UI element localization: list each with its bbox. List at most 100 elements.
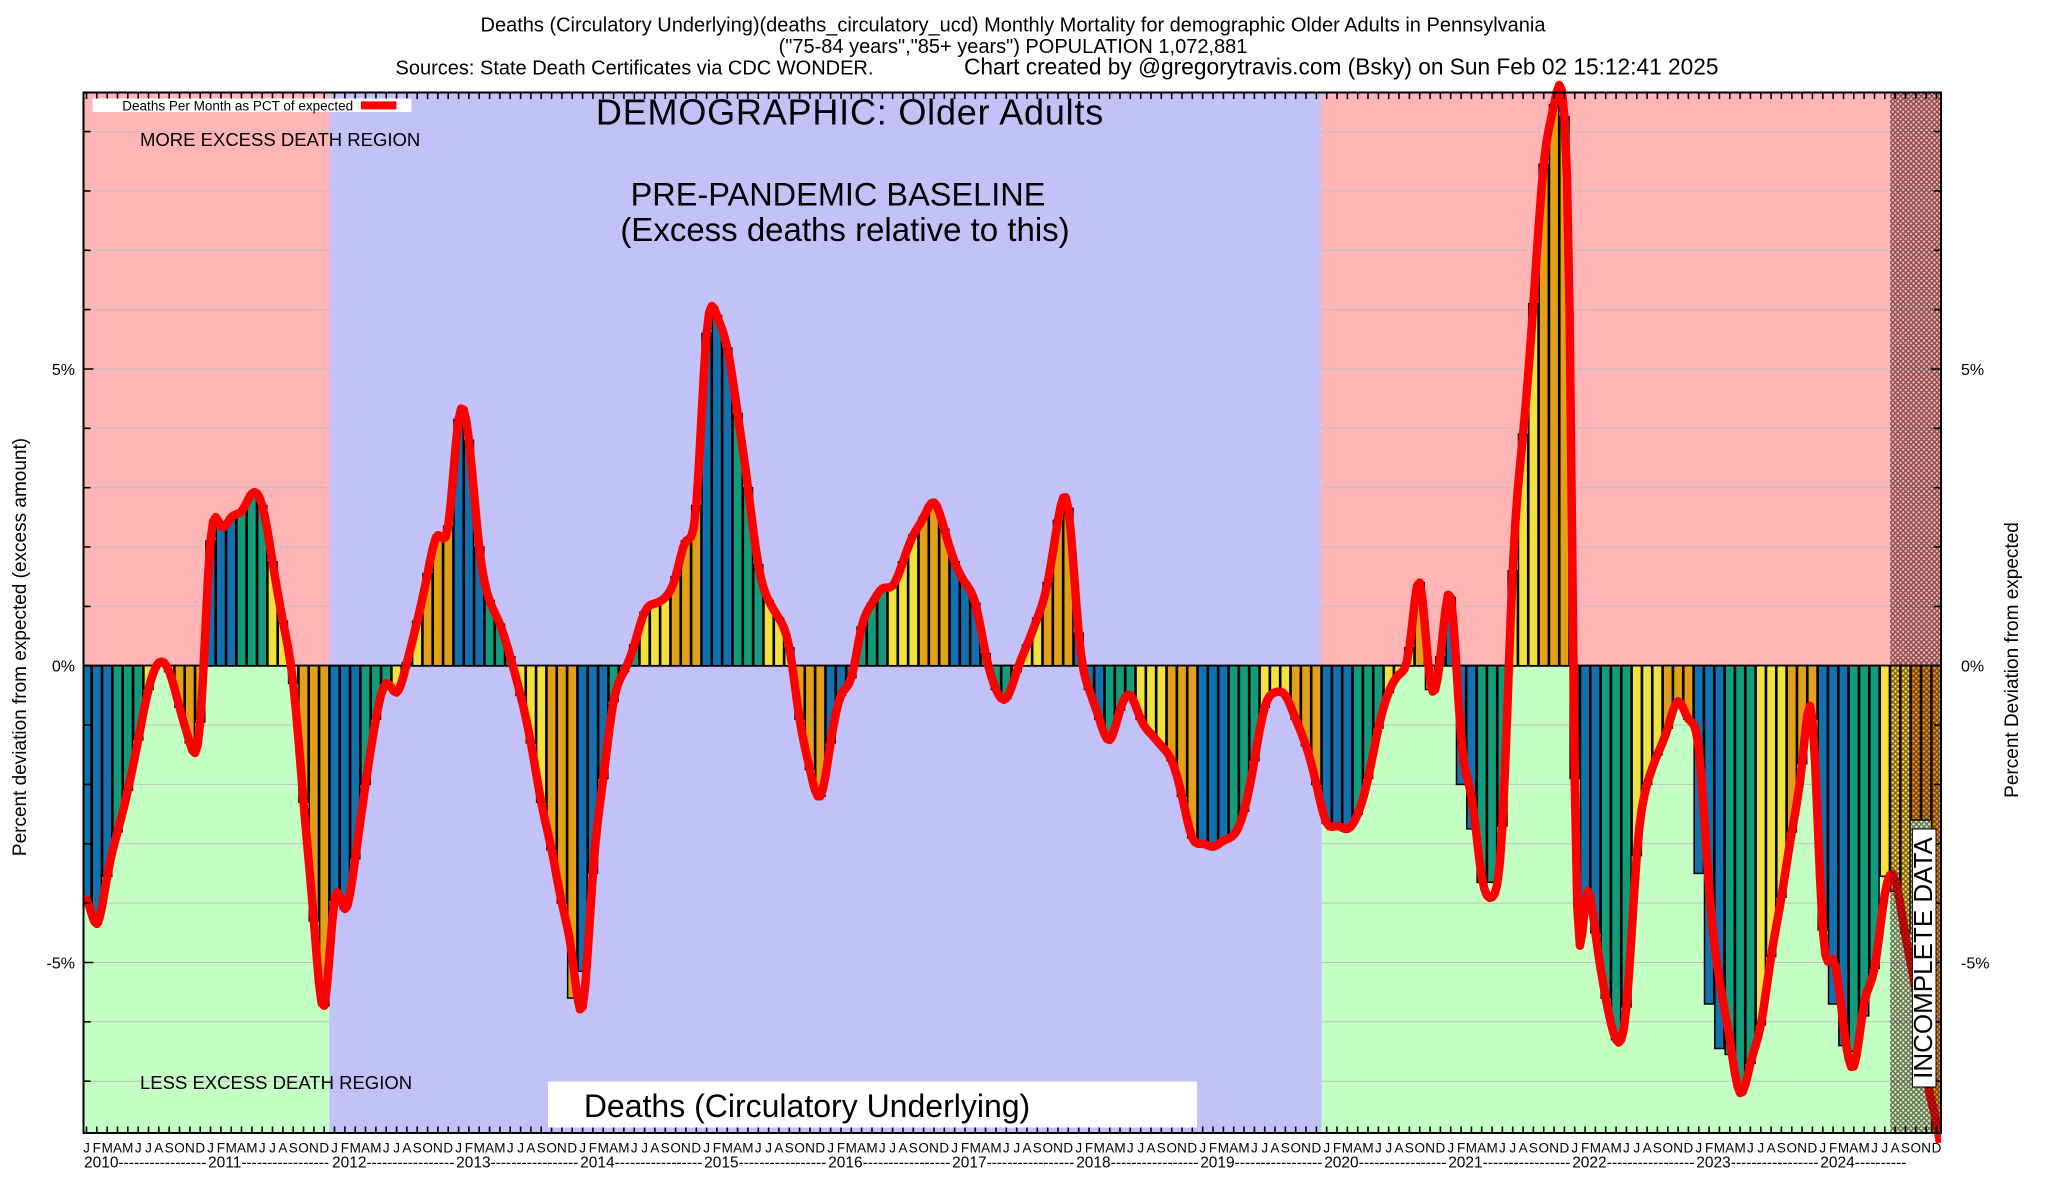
svg-text:D: D bbox=[443, 1141, 453, 1156]
svg-text:J: J bbox=[1881, 1141, 1888, 1156]
svg-text:J: J bbox=[1447, 1141, 1454, 1156]
svg-text:2020-----------------: 2020----------------- bbox=[1324, 1155, 1446, 1172]
svg-text:2023-----------------: 2023----------------- bbox=[1696, 1155, 1818, 1172]
svg-text:A: A bbox=[774, 1141, 783, 1156]
svg-text:A: A bbox=[1229, 1141, 1238, 1156]
svg-text:N: N bbox=[1921, 1141, 1931, 1156]
svg-text:S: S bbox=[1901, 1141, 1910, 1156]
svg-text:S: S bbox=[1033, 1141, 1042, 1156]
svg-text:O: O bbox=[546, 1141, 557, 1156]
svg-text:A: A bbox=[402, 1141, 411, 1156]
svg-text:D: D bbox=[1187, 1141, 1197, 1156]
svg-text:J: J bbox=[641, 1141, 648, 1156]
svg-text:O: O bbox=[1290, 1141, 1301, 1156]
svg-text:A: A bbox=[1477, 1141, 1486, 1156]
svg-text:D: D bbox=[691, 1141, 701, 1156]
svg-text:S: S bbox=[1157, 1141, 1166, 1156]
svg-text:D: D bbox=[567, 1141, 577, 1156]
svg-text:A: A bbox=[1767, 1141, 1776, 1156]
svg-text:M: M bbox=[866, 1141, 877, 1156]
svg-text:A: A bbox=[1353, 1141, 1362, 1156]
svg-text:J: J bbox=[1003, 1141, 1010, 1156]
svg-text:M: M bbox=[1486, 1141, 1497, 1156]
svg-text:J: J bbox=[1623, 1141, 1630, 1156]
svg-text:J: J bbox=[83, 1141, 90, 1156]
svg-text:A: A bbox=[526, 1141, 535, 1156]
svg-text:D: D bbox=[195, 1141, 205, 1156]
svg-text:N: N bbox=[805, 1141, 815, 1156]
svg-text:2018-----------------: 2018----------------- bbox=[1076, 1155, 1198, 1172]
svg-text:A: A bbox=[1519, 1141, 1528, 1156]
svg-text:A: A bbox=[1270, 1141, 1279, 1156]
svg-text:S: S bbox=[1653, 1141, 1662, 1156]
svg-text:N: N bbox=[1053, 1141, 1063, 1156]
svg-text:J: J bbox=[889, 1141, 896, 1156]
svg-text:M: M bbox=[846, 1141, 857, 1156]
svg-text:M: M bbox=[102, 1141, 113, 1156]
svg-text:M: M bbox=[226, 1141, 237, 1156]
svg-text:J: J bbox=[135, 1141, 142, 1156]
svg-text:J: J bbox=[1757, 1141, 1764, 1156]
svg-text:2022-----------------: 2022----------------- bbox=[1572, 1155, 1694, 1172]
svg-text:A: A bbox=[1643, 1141, 1652, 1156]
svg-text:J: J bbox=[1261, 1141, 1268, 1156]
svg-text:MORE EXCESS DEATH REGION: MORE EXCESS DEATH REGION bbox=[140, 129, 420, 150]
svg-text:M: M bbox=[1342, 1141, 1353, 1156]
svg-text:J: J bbox=[1127, 1141, 1134, 1156]
svg-text:N: N bbox=[929, 1141, 939, 1156]
svg-text:M: M bbox=[122, 1141, 133, 1156]
svg-text:M: M bbox=[1238, 1141, 1249, 1156]
svg-text:F: F bbox=[1085, 1141, 1093, 1156]
svg-text:J: J bbox=[1375, 1141, 1382, 1156]
svg-text:O: O bbox=[174, 1141, 185, 1156]
svg-text:F: F bbox=[465, 1141, 473, 1156]
svg-text:N: N bbox=[1301, 1141, 1311, 1156]
svg-text:J: J bbox=[1323, 1141, 1330, 1156]
svg-text:M: M bbox=[1734, 1141, 1745, 1156]
svg-text:5%: 5% bbox=[1961, 362, 1984, 379]
svg-text:D: D bbox=[1560, 1141, 1570, 1156]
svg-text:S: S bbox=[413, 1141, 422, 1156]
svg-text:J: J bbox=[1385, 1141, 1392, 1156]
svg-text:J: J bbox=[1499, 1141, 1506, 1156]
svg-text:N: N bbox=[1425, 1141, 1435, 1156]
svg-text:("75-84 years","85+ years") PO: ("75-84 years","85+ years") POPULATION 1… bbox=[779, 36, 1248, 58]
svg-text:J: J bbox=[507, 1141, 514, 1156]
svg-text:J: J bbox=[1747, 1141, 1754, 1156]
svg-text:A: A bbox=[650, 1141, 659, 1156]
svg-text:M: M bbox=[1610, 1141, 1621, 1156]
svg-text:F: F bbox=[217, 1141, 225, 1156]
svg-text:J: J bbox=[1075, 1141, 1082, 1156]
svg-text:A: A bbox=[1146, 1141, 1155, 1156]
svg-text:M: M bbox=[494, 1141, 505, 1156]
svg-text:D: D bbox=[1932, 1141, 1942, 1156]
svg-text:M: M bbox=[1362, 1141, 1373, 1156]
svg-text:2010-----------------: 2010----------------- bbox=[84, 1155, 206, 1172]
svg-text:S: S bbox=[1281, 1141, 1290, 1156]
svg-text:M: M bbox=[1218, 1141, 1229, 1156]
svg-text:Deaths Per Month as PCT of exp: Deaths Per Month as PCT of expected bbox=[122, 99, 353, 114]
svg-text:J: J bbox=[1013, 1141, 1020, 1156]
svg-text:M: M bbox=[1094, 1141, 1105, 1156]
svg-text:0%: 0% bbox=[52, 659, 75, 676]
svg-text:N: N bbox=[185, 1141, 195, 1156]
svg-text:Sources: State Death Certifica: Sources: State Death Certificates via CD… bbox=[396, 58, 874, 80]
svg-text:J: J bbox=[879, 1141, 886, 1156]
svg-text:N: N bbox=[557, 1141, 567, 1156]
svg-text:D: D bbox=[1436, 1141, 1446, 1156]
svg-text:J: J bbox=[1571, 1141, 1578, 1156]
svg-text:F: F bbox=[1333, 1141, 1341, 1156]
svg-text:A: A bbox=[1022, 1141, 1031, 1156]
svg-text:2021-----------------: 2021----------------- bbox=[1448, 1155, 1570, 1172]
svg-text:N: N bbox=[1549, 1141, 1559, 1156]
svg-text:O: O bbox=[298, 1141, 309, 1156]
svg-text:O: O bbox=[670, 1141, 681, 1156]
svg-text:O: O bbox=[1911, 1141, 1922, 1156]
svg-text:A: A bbox=[1601, 1141, 1610, 1156]
svg-text:0%: 0% bbox=[1961, 659, 1984, 676]
svg-text:S: S bbox=[537, 1141, 546, 1156]
svg-text:2014-----------------: 2014----------------- bbox=[580, 1155, 702, 1172]
svg-text:M: M bbox=[598, 1141, 609, 1156]
svg-text:M: M bbox=[246, 1141, 257, 1156]
svg-text:D: D bbox=[319, 1141, 329, 1156]
